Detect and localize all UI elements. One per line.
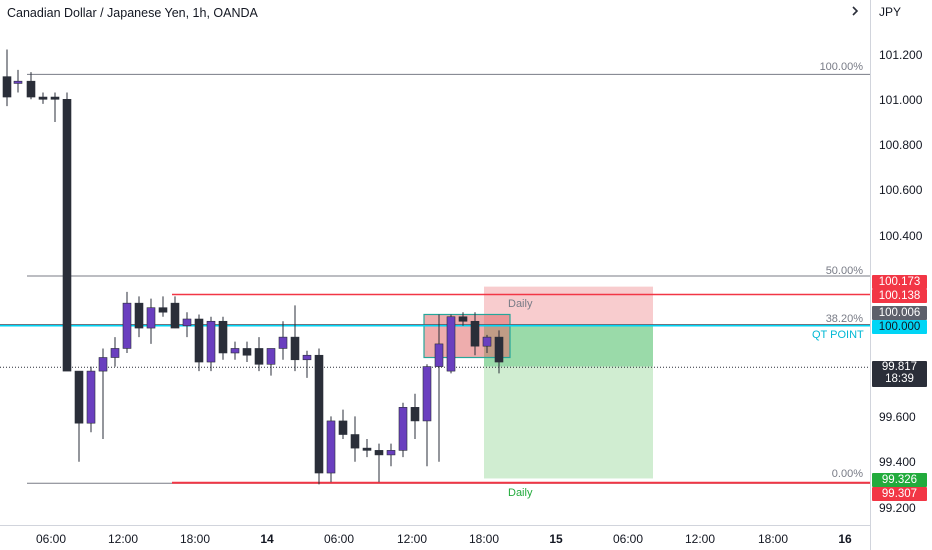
chart-plot-area[interactable] <box>0 0 870 525</box>
candle-bull <box>326 420 336 474</box>
profit-zone-upper <box>484 325 653 367</box>
price-tick: 99.200 <box>879 501 916 515</box>
chevron-right-icon[interactable] <box>848 4 862 18</box>
time-tick-day: 16 <box>838 532 852 546</box>
candle-bull <box>302 354 312 361</box>
candle-bear <box>470 320 480 347</box>
daily-bottom-label: Daily <box>508 487 533 499</box>
qt-point-price-tag: 100.000 <box>872 320 927 334</box>
candle-bull <box>110 348 120 358</box>
candle-bull <box>206 320 216 363</box>
candle-bull <box>398 407 408 451</box>
time-axis-separator <box>0 525 870 526</box>
candle-bull <box>230 348 240 354</box>
candle-bear <box>362 447 372 451</box>
red-bottom-price-tag: 99.307 <box>872 487 927 501</box>
candle-bull <box>266 348 276 365</box>
fib-level-label: 0.00% <box>831 468 863 480</box>
candle-bear <box>194 318 204 363</box>
time-tick-day: 15 <box>549 532 563 546</box>
green-level-price-tag: 99.326 <box>872 473 927 487</box>
candle-bull <box>122 302 132 349</box>
qt-point-label: QT POINT <box>812 329 864 341</box>
candle-bull <box>146 307 156 329</box>
red-zone-top-price-tag: 100.173 <box>872 275 927 289</box>
time-tick: 12:00 <box>107 532 139 546</box>
candle-bear <box>50 96 60 100</box>
time-tick-day: 14 <box>260 532 274 546</box>
candle-bear <box>218 320 228 354</box>
candle-bull <box>86 370 96 424</box>
candle-bear <box>242 348 252 356</box>
candle-bear <box>290 336 300 361</box>
last-price-tag: 99.817 18:39 <box>872 361 927 387</box>
currency-label: JPY <box>879 5 902 19</box>
candle-bear <box>158 307 168 313</box>
price-axis-separator <box>870 0 871 550</box>
time-tick: 06:00 <box>323 532 355 546</box>
price-tick: 101.000 <box>879 93 923 107</box>
candle-bear <box>254 348 264 365</box>
candle-bull <box>13 80 23 84</box>
price-tick: 100.400 <box>879 229 923 243</box>
last-price-value: 99.817 <box>881 361 918 373</box>
time-tick: 06:00 <box>35 532 67 546</box>
time-tick: 12:00 <box>684 532 716 546</box>
candle-bear <box>494 336 504 363</box>
candle-bull <box>446 316 456 372</box>
fib-level-label: 50.00% <box>825 265 863 277</box>
candle-bull <box>422 366 432 422</box>
fib-level-label: 38.20% <box>825 313 863 325</box>
time-tick: 18:00 <box>468 532 500 546</box>
price-tick: 99.400 <box>879 455 916 469</box>
candle-bear <box>38 96 48 100</box>
profit-zone-lower <box>484 366 653 479</box>
candle-bear <box>26 80 36 98</box>
candle-bull <box>278 336 288 349</box>
time-tick: 06:00 <box>612 532 644 546</box>
candle-bull <box>482 336 492 347</box>
candle-bull <box>98 357 108 372</box>
candle-bear <box>170 302 180 329</box>
time-tick: 18:00 <box>179 532 211 546</box>
time-tick: 12:00 <box>396 532 428 546</box>
candle-bull <box>386 450 396 456</box>
price-tick: 101.200 <box>879 48 923 62</box>
loss-zone <box>484 286 653 326</box>
time-tick: 18:00 <box>757 532 789 546</box>
candle-bear <box>458 316 468 322</box>
fib-382-price-tag: 100.006 <box>872 306 927 320</box>
candle-bear <box>2 76 12 98</box>
candle-bear <box>410 407 420 422</box>
candle-bear <box>338 420 348 435</box>
bar-countdown: 18:39 <box>885 373 914 385</box>
candle-bear <box>62 99 72 372</box>
price-tick: 100.800 <box>879 138 923 152</box>
candle-bear <box>74 370 84 424</box>
candle-bear <box>350 434 360 449</box>
daily-top-label: Daily <box>508 298 533 310</box>
candle-bear <box>314 354 324 474</box>
candle-bull <box>182 318 192 327</box>
symbol-title: Canadian Dollar / Japanese Yen, 1h, OAND… <box>7 6 258 20</box>
candle-bull <box>434 343 444 367</box>
candle-bear <box>134 302 144 329</box>
red-line-price-tag: 100.138 <box>872 289 927 303</box>
fib-level-label: 100.00% <box>819 61 863 73</box>
price-tick: 99.600 <box>879 410 916 424</box>
candle-bear <box>374 450 384 456</box>
price-tick: 100.600 <box>879 183 923 197</box>
